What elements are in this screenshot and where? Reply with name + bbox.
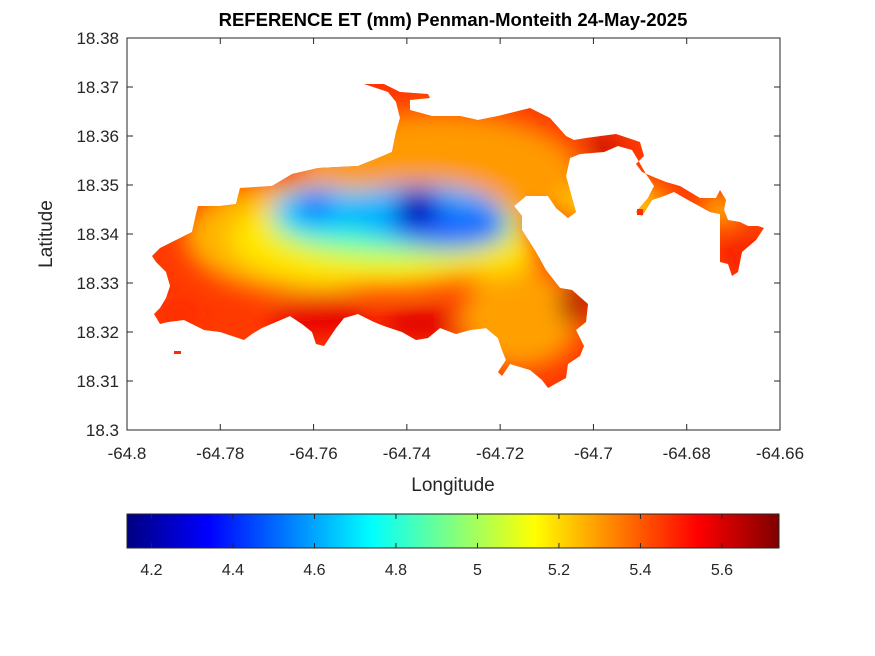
y-tick-label: 18.34 bbox=[76, 225, 119, 244]
colorbar-ticks: 4.2 4.4 4.6 4.8 5 5.2 5.4 5.6 bbox=[140, 514, 733, 579]
x-tick-label: -64.8 bbox=[108, 444, 147, 463]
chart-title: REFERENCE ET (mm) Penman-Monteith 24-May… bbox=[219, 9, 688, 30]
y-tick-label: 18.33 bbox=[76, 274, 119, 293]
x-tick-label: -64.74 bbox=[383, 444, 431, 463]
map-speck bbox=[174, 351, 181, 354]
colorbar-tick-label: 5.4 bbox=[629, 562, 651, 579]
x-axis-ticks: -64.8 -64.78 -64.76 -64.74 -64.72 -64.7 -64.68… bbox=[108, 38, 804, 463]
colorbar-tick-label: 4.8 bbox=[385, 562, 407, 579]
x-tick-label: -64.72 bbox=[476, 444, 524, 463]
y-tick-label: 18.36 bbox=[76, 127, 119, 146]
colorbar-tick-label: 4.6 bbox=[303, 562, 325, 579]
x-tick-label: -64.76 bbox=[289, 444, 337, 463]
y-axis-ticks: 18.3 18.31 18.32 18.33 18.34 18.35 18.36 18.37 1… bbox=[76, 29, 780, 440]
x-tick-label: -64.7 bbox=[574, 444, 613, 463]
y-tick-label: 18.32 bbox=[76, 323, 119, 342]
y-tick-label: 18.35 bbox=[76, 176, 119, 195]
y-axis-label: Latitude bbox=[36, 200, 57, 268]
x-tick-label: -64.68 bbox=[663, 444, 711, 463]
colorbar-tick-label: 5.6 bbox=[711, 562, 733, 579]
x-axis-label: Longitude bbox=[411, 475, 494, 496]
map-speck bbox=[637, 209, 643, 215]
y-tick-label: 18.31 bbox=[76, 372, 119, 391]
colorbar-tick-label: 5 bbox=[473, 562, 482, 579]
colorbar-tick-label: 4.2 bbox=[140, 562, 162, 579]
x-tick-label: -64.78 bbox=[196, 444, 244, 463]
colorbar-tick-label: 5.2 bbox=[548, 562, 570, 579]
x-tick-label: -64.66 bbox=[756, 444, 804, 463]
y-tick-label: 18.38 bbox=[76, 29, 119, 48]
colorbar-tick-label: 4.4 bbox=[222, 562, 244, 579]
y-tick-label: 18.37 bbox=[76, 78, 119, 97]
colorbar bbox=[126, 513, 780, 549]
y-tick-label: 18.3 bbox=[86, 421, 119, 440]
